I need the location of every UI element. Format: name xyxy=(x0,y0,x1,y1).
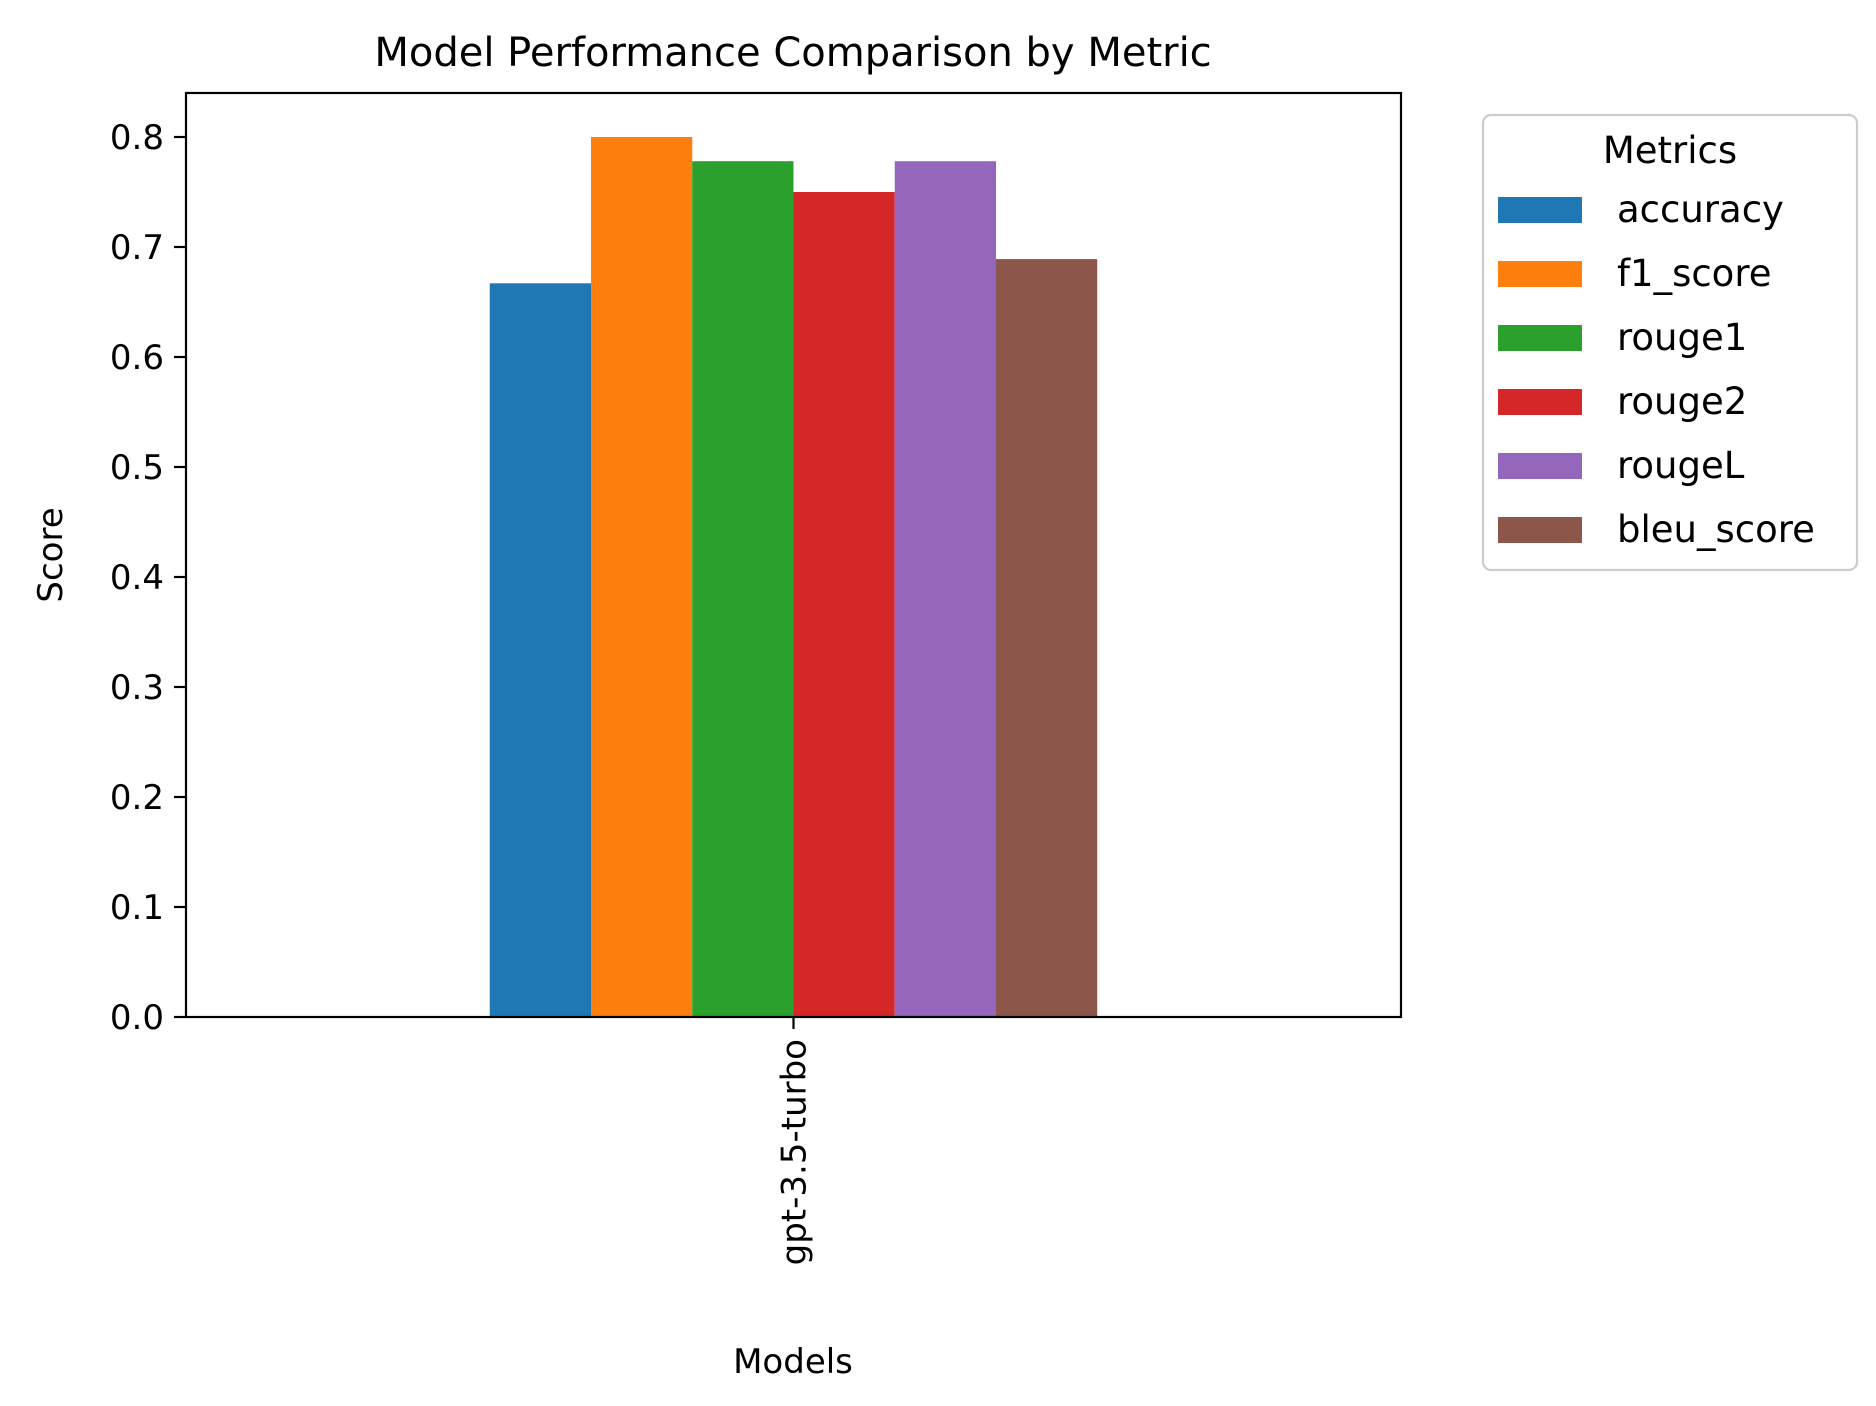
y-tick-label: 0.7 xyxy=(110,228,164,268)
bar-rougeL xyxy=(894,161,996,1017)
legend-swatch-rouge2 xyxy=(1498,389,1582,415)
legend-swatch-bleu_score xyxy=(1498,517,1582,543)
bar-rouge1 xyxy=(692,161,794,1017)
bar-rouge2 xyxy=(793,192,895,1017)
y-tick-label: 0.6 xyxy=(110,338,164,378)
legend-label-rouge1: rouge1 xyxy=(1617,316,1747,359)
legend-swatch-accuracy xyxy=(1498,197,1582,223)
y-tick-label: 0.1 xyxy=(110,888,164,928)
x-tick-label: gpt-3.5-turbo xyxy=(775,1039,815,1265)
legend-label-rougeL: rougeL xyxy=(1617,444,1745,487)
legend-title: Metrics xyxy=(1603,129,1737,172)
legend-label-rouge2: rouge2 xyxy=(1617,380,1747,423)
bar-group xyxy=(489,137,1098,1018)
y-tick-label: 0.0 xyxy=(110,998,164,1038)
x-axis-ticks: gpt-3.5-turbo xyxy=(775,1017,815,1265)
bar-accuracy xyxy=(489,283,591,1017)
legend-label-f1_score: f1_score xyxy=(1617,252,1772,295)
legend-swatch-rouge1 xyxy=(1498,325,1582,351)
y-tick-label: 0.8 xyxy=(110,118,164,158)
y-tick-label: 0.5 xyxy=(110,448,164,488)
y-axis-label: Score xyxy=(31,507,71,602)
legend-label-bleu_score: bleu_score xyxy=(1617,508,1815,551)
legend: Metrics accuracy f1_score rouge1 rouge2 roug… xyxy=(1481,113,1859,572)
legend-swatch-rougeL xyxy=(1498,453,1582,479)
bar-f1_score xyxy=(591,137,693,1017)
chart-title: Model Performance Comparison by Metric xyxy=(374,30,1211,76)
legend-swatch-f1_score xyxy=(1498,261,1582,287)
x-axis-label: Models xyxy=(733,1342,853,1382)
y-tick-label: 0.4 xyxy=(110,558,164,598)
legend-label-accuracy: accuracy xyxy=(1617,188,1784,231)
y-tick-label: 0.3 xyxy=(110,668,164,708)
y-axis-ticks: 0.0 0.1 0.2 0.3 0.4 0.5 0.6 0.7 0.8 xyxy=(110,118,186,1038)
y-tick-label: 0.2 xyxy=(110,778,164,818)
bar-bleu_score xyxy=(996,259,1098,1018)
legend-items: accuracy f1_score rouge1 rouge2 rougeL bleu_s… xyxy=(1498,188,1815,551)
plot-frame xyxy=(184,91,1403,1019)
